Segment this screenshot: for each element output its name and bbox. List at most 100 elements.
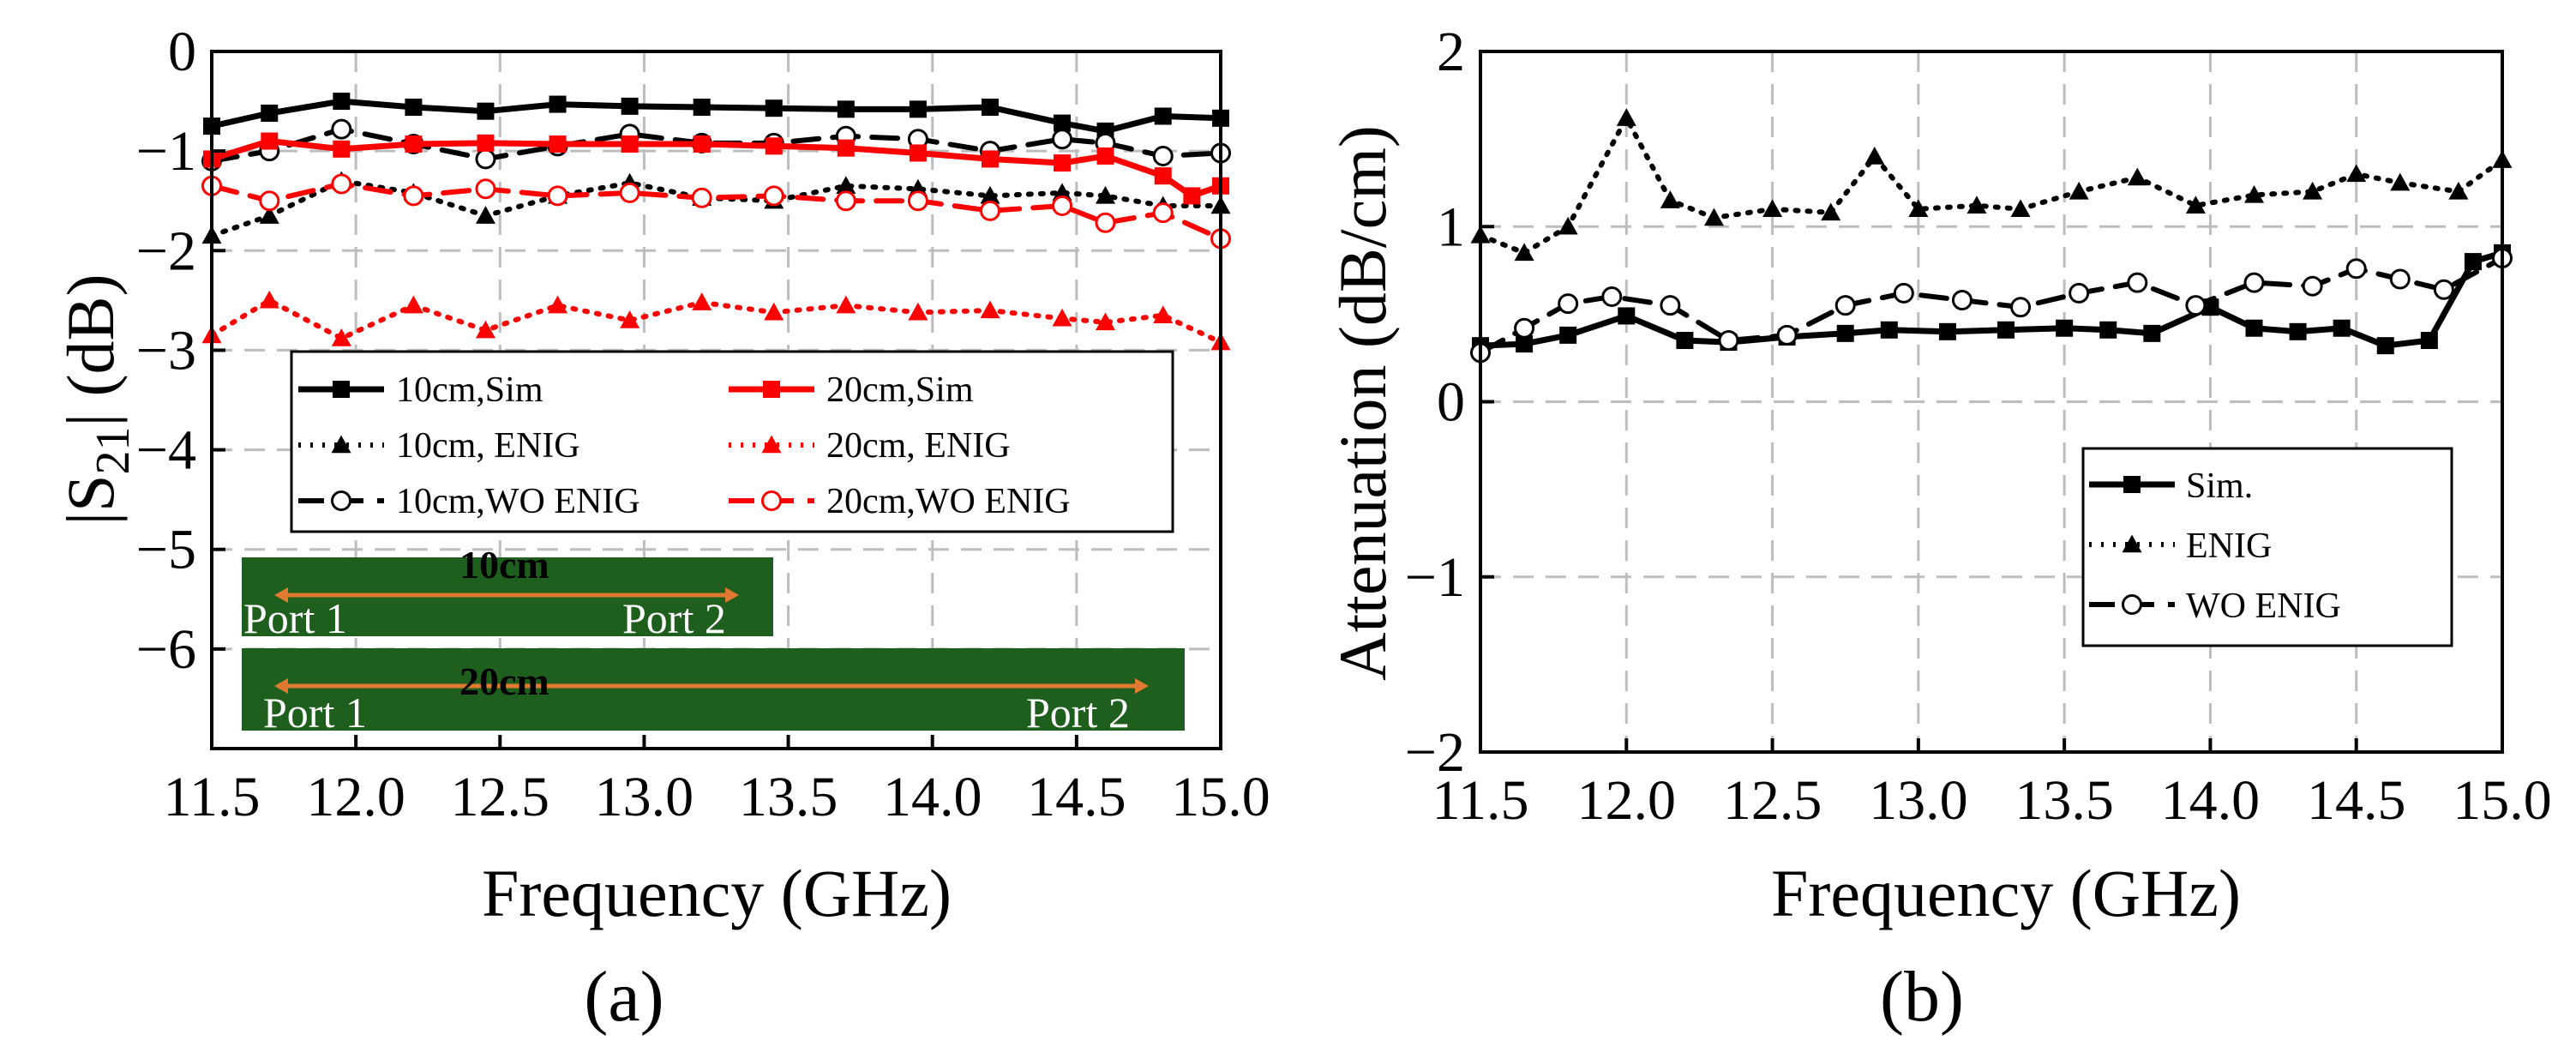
chart1-xtick-label: 12.5	[1723, 769, 1822, 832]
chart0-series-0-point	[549, 95, 567, 113]
chart0-legend-label-2: 10cm,WO ENIG	[396, 482, 640, 521]
chart1-series-1-point	[2127, 167, 2147, 186]
chart0-series-5-point	[619, 182, 640, 203]
chart1-ytick-label: 0	[1437, 371, 1465, 434]
chart0-series-4-point	[980, 300, 1000, 319]
chart0-series-0-point	[621, 97, 639, 115]
chart1-series-0-point	[1997, 321, 2015, 339]
chart1-xtick-label: 13.0	[1869, 769, 1968, 832]
chart0-series-4-point	[764, 302, 784, 321]
chart0-series-0-point	[333, 93, 351, 111]
chart1-xtick-label: 13.5	[2015, 769, 2114, 832]
chart1-series-1-point	[1864, 147, 1885, 165]
chart0-series-0-point	[981, 99, 999, 117]
chart1-series-2-point	[1601, 286, 1623, 307]
chart0-series-5-line	[209, 181, 1223, 242]
chart0-series-0-point	[837, 100, 855, 118]
chart0-series-1-point	[1052, 183, 1072, 202]
chart0-series-5-point	[475, 178, 496, 200]
chart0-series-2-point	[1152, 145, 1174, 166]
chart1-legend-label-2: WO ENIG	[2186, 587, 2341, 626]
chart1-xtick-label: 12.0	[1577, 769, 1677, 832]
chart1-series-0-point	[2289, 322, 2307, 340]
chart1-series-0-point	[1559, 326, 1577, 344]
chart0-ytick-label: −3	[136, 319, 196, 382]
chart1-legend-box	[2081, 447, 2453, 647]
chart0-series-4-point	[548, 295, 568, 314]
chart0-legend-label-4: 20cm, ENIG	[826, 426, 1011, 466]
chart0-series-4-point	[692, 292, 712, 310]
chart1-series-2-point	[1776, 324, 1798, 346]
chart1-legend: Sim. ENIG WO ENIG	[2081, 447, 2453, 647]
chart1-series-1-point	[1514, 243, 1534, 262]
chart0-series-2-point	[1052, 129, 1073, 150]
chart0-series-3-point	[1054, 154, 1072, 172]
board-20cm	[242, 648, 1185, 731]
chart1-series-2-point	[2127, 272, 2148, 293]
chart1-ylabel: Attenuation (dB/cm)	[1325, 125, 1400, 681]
chart1-series-1-point	[1558, 216, 1578, 235]
chart0-legend-0-marker	[333, 381, 350, 398]
chart1-series-1-point	[2346, 164, 2367, 183]
chart0-ytick-label: −2	[136, 220, 196, 282]
chart0-series-2-point	[475, 148, 496, 170]
label-10cm: 10cm	[459, 543, 549, 587]
chart1-xlabel: Frequency (GHz)	[1771, 856, 2241, 930]
chart1-series-2-point	[2389, 268, 2411, 290]
chart0-series-4-point	[259, 290, 279, 309]
chart0-series-4-point	[403, 295, 423, 314]
chart1-series-0-point	[1880, 321, 1898, 339]
chart1-series-2-point	[1514, 317, 1535, 339]
chart0-series-1-point	[836, 176, 856, 194]
chart1-series-1-point	[2010, 199, 2031, 218]
chart0-series-3-point	[1154, 167, 1172, 185]
chart0-xtick-label: 12.0	[306, 766, 405, 828]
chart0-series-5-point	[331, 173, 352, 195]
chart0-series-4-point	[1095, 312, 1115, 331]
chart0-series-0-point	[1054, 114, 1072, 132]
chart0-series-5-point	[835, 190, 856, 212]
port2-label-20cm: Port 2	[1026, 689, 1130, 737]
chart1-xtick-label: 14.0	[2161, 769, 2261, 832]
chart1-series-1-line	[1478, 115, 2505, 256]
chart0-series-3-point	[405, 135, 423, 153]
chart0-series-3-point	[477, 134, 495, 152]
chart0-series-0-point	[477, 102, 495, 120]
chart1-series-1-point	[2390, 172, 2411, 191]
chart0-series-4-point	[836, 295, 856, 314]
chart0-xtick-label: 12.5	[451, 766, 550, 828]
chart1-series-0-point	[2333, 319, 2351, 337]
chart0-series-0-point	[909, 100, 927, 118]
chart0-legend: 10cm,Sim 20cm,Sim 10cm, ENIG 20cm, ENIG 10cm…	[290, 350, 1174, 533]
chart0-series-0-line	[208, 98, 1224, 135]
chart1-legend-1-marker	[2122, 534, 2142, 553]
chart0-ytick-label: −4	[136, 419, 196, 482]
chart1-series-1-point	[1967, 196, 1987, 214]
chart0-series-3-point	[621, 135, 639, 153]
chart0-series-3-point	[333, 140, 351, 158]
chart0-series-5-point	[403, 185, 424, 207]
chart0-frame: 11.5 12.0 12.5 13.0 13.5 14.0 14.5 15.0 0 −1 −2 −3 −…	[136, 21, 1270, 828]
chart0-legend-label-5: 20cm,WO ENIG	[826, 482, 1071, 521]
chart0-series-2-point	[331, 118, 352, 140]
chart1-xtick-label: 15.0	[2453, 769, 2552, 832]
chart0-series-1-point	[475, 206, 495, 224]
chart1-series-1-point	[2303, 181, 2323, 200]
port1-label-20cm: Port 1	[263, 689, 367, 737]
chart0-series-1-point	[259, 206, 279, 224]
chart0-legend-4-marker	[761, 435, 782, 454]
chart0-legend-3-marker	[763, 381, 780, 398]
chart0-series-4-point	[1052, 308, 1072, 327]
chart0-series-0-point	[1154, 107, 1172, 125]
chart0-series-4-point	[331, 328, 351, 346]
chart0-series-3-point	[693, 135, 711, 153]
chart0-series-0-point	[765, 99, 783, 117]
trace-port-arrow	[274, 587, 288, 603]
chart1-series-group	[1470, 108, 2513, 364]
chart0-plot-border	[210, 50, 1222, 750]
chart1-series-2-point	[2069, 282, 2090, 304]
chart1-series-1-point	[1908, 199, 1929, 218]
chart1-series-1-point	[1660, 190, 1680, 208]
chart0-panel-label: (a)	[584, 957, 664, 1037]
